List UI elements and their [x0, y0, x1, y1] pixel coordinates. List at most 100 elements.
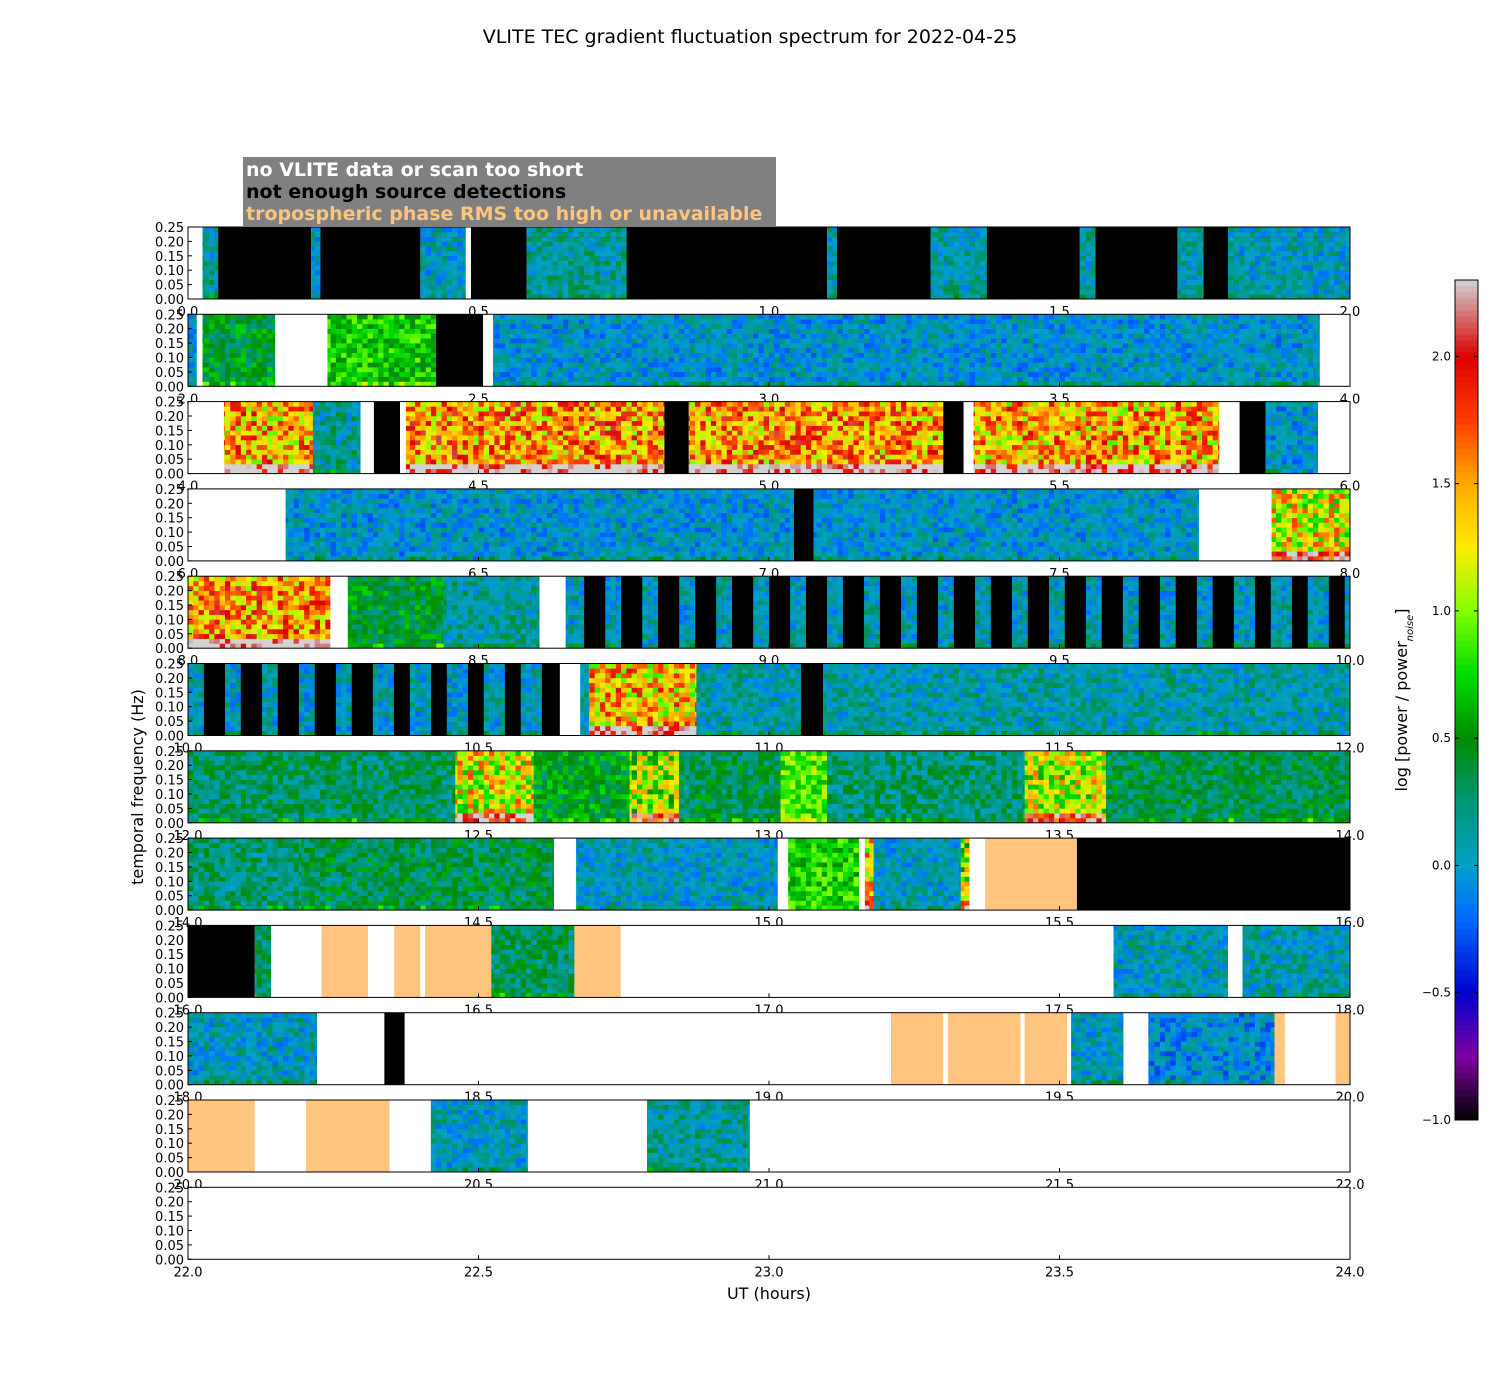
spectrum-cell [563, 275, 569, 281]
spectrum-cell [964, 367, 971, 373]
spectrum-cell [885, 323, 891, 329]
spectrum-cell [932, 328, 939, 334]
spectrum-cell [1323, 241, 1330, 247]
spectrum-cell [293, 425, 300, 431]
spectrum-cell [985, 319, 992, 325]
spectrum-cell [230, 420, 236, 426]
spectrum-cell [568, 275, 574, 281]
spectrum-cell [409, 420, 416, 426]
spectrum-cell [304, 420, 310, 426]
spectrum-cell [1180, 376, 1187, 382]
spectrum-cell [753, 319, 759, 325]
spectrum-cell [1079, 260, 1081, 266]
spectrum-cell [721, 371, 728, 377]
spectrum-cell [1085, 371, 1092, 377]
spectrum-cell [341, 401, 347, 407]
spectrum-cell [885, 333, 891, 339]
spectrum-cell [446, 241, 453, 247]
spectrum-cell [584, 246, 590, 252]
spectrum-cell [531, 255, 537, 261]
spectrum-cell [964, 381, 971, 387]
spectrum-cell [1085, 251, 1092, 257]
spectrum-cell [1207, 371, 1213, 377]
spectrum-cell [911, 347, 918, 353]
spectrum-cell [652, 347, 659, 353]
spectrum-cell [372, 328, 379, 334]
spectrum-cell [679, 362, 685, 368]
spectrum-cell [430, 401, 437, 407]
spectrum-cell [842, 347, 849, 353]
spectrum-cell [1006, 362, 1013, 368]
spectrum-cell [298, 440, 305, 446]
spectrum-cell [573, 367, 580, 373]
spectrum-cell [415, 411, 421, 417]
spectrum-cell [483, 468, 490, 474]
spectrum-cell [457, 411, 463, 417]
spectrum-cell [267, 468, 273, 474]
spectrum-cell [1091, 260, 1096, 266]
spectrum-cell [1313, 381, 1319, 387]
spectrum-cell [568, 319, 574, 325]
spectrum-cell [1038, 362, 1044, 368]
spectrum-cell [1196, 227, 1203, 233]
spectrum-cell [1096, 352, 1103, 358]
spectrum-cell [1244, 251, 1250, 257]
spectrum-cell [462, 411, 469, 417]
spectrum-cell [1318, 275, 1324, 281]
spectrum-cell [304, 416, 310, 422]
spectrum-cell [605, 352, 611, 358]
spectrum-cell [293, 420, 300, 426]
spectrum-cell [700, 343, 706, 349]
spectrum-cell [246, 459, 252, 465]
spectrum-cell [837, 314, 844, 320]
spectrum-cell [504, 468, 511, 474]
spectrum-cell [795, 376, 801, 382]
spectrum-cell [446, 246, 453, 252]
spectrum-cell [578, 357, 585, 363]
spectrum-cell [283, 411, 289, 417]
spectrum-cell [388, 376, 395, 382]
spectrum-cell [214, 231, 219, 237]
spectrum-cell [520, 319, 527, 325]
spectrum-cell [1328, 260, 1335, 266]
spectrum-cell [1059, 338, 1066, 344]
spectrum-cell [1276, 352, 1282, 358]
spectrum-cell [906, 333, 912, 339]
spectrum-cell [1064, 352, 1071, 358]
spectrum-cell [547, 333, 553, 339]
spectrum-cell [1011, 319, 1018, 325]
spectrum-cell [1117, 362, 1124, 368]
spectrum-cell [906, 362, 912, 368]
spectrum-cell [462, 435, 469, 441]
spectrum-cell [573, 314, 580, 320]
spectrum-cell [621, 279, 627, 285]
spectrum-cell [1202, 352, 1208, 358]
spectrum-cell [311, 251, 316, 257]
spectrum-cell [811, 347, 817, 353]
spectrum-cell [531, 338, 537, 344]
spectrum-cell [1038, 319, 1044, 325]
spectrum-cell [990, 323, 997, 329]
spectrum-cell [351, 381, 358, 387]
spectrum-cell [531, 284, 537, 290]
spectrum-cell [732, 319, 738, 325]
spectrum-cell [420, 430, 426, 436]
spectrum-cell [1128, 357, 1134, 363]
spectrum-cell [1054, 314, 1060, 320]
spectrum-cell [974, 338, 981, 344]
spectrum-cell [1048, 319, 1055, 325]
spectrum-cell [1033, 319, 1039, 325]
spectrum-cell [943, 289, 949, 295]
spectrum-cell [441, 251, 448, 257]
spectrum-cell [261, 411, 268, 417]
spectrum-cell [953, 236, 960, 242]
spectrum-cell [953, 367, 960, 373]
spectrum-cell [420, 241, 426, 247]
spectrum-cell [330, 367, 337, 373]
spectrum-cell [341, 357, 347, 363]
spectrum-cell [610, 314, 617, 320]
spectrum-cell [335, 444, 342, 450]
spectrum-cell [362, 367, 368, 373]
spectrum-cell [1297, 294, 1303, 300]
spectrum-cell [1038, 371, 1044, 377]
